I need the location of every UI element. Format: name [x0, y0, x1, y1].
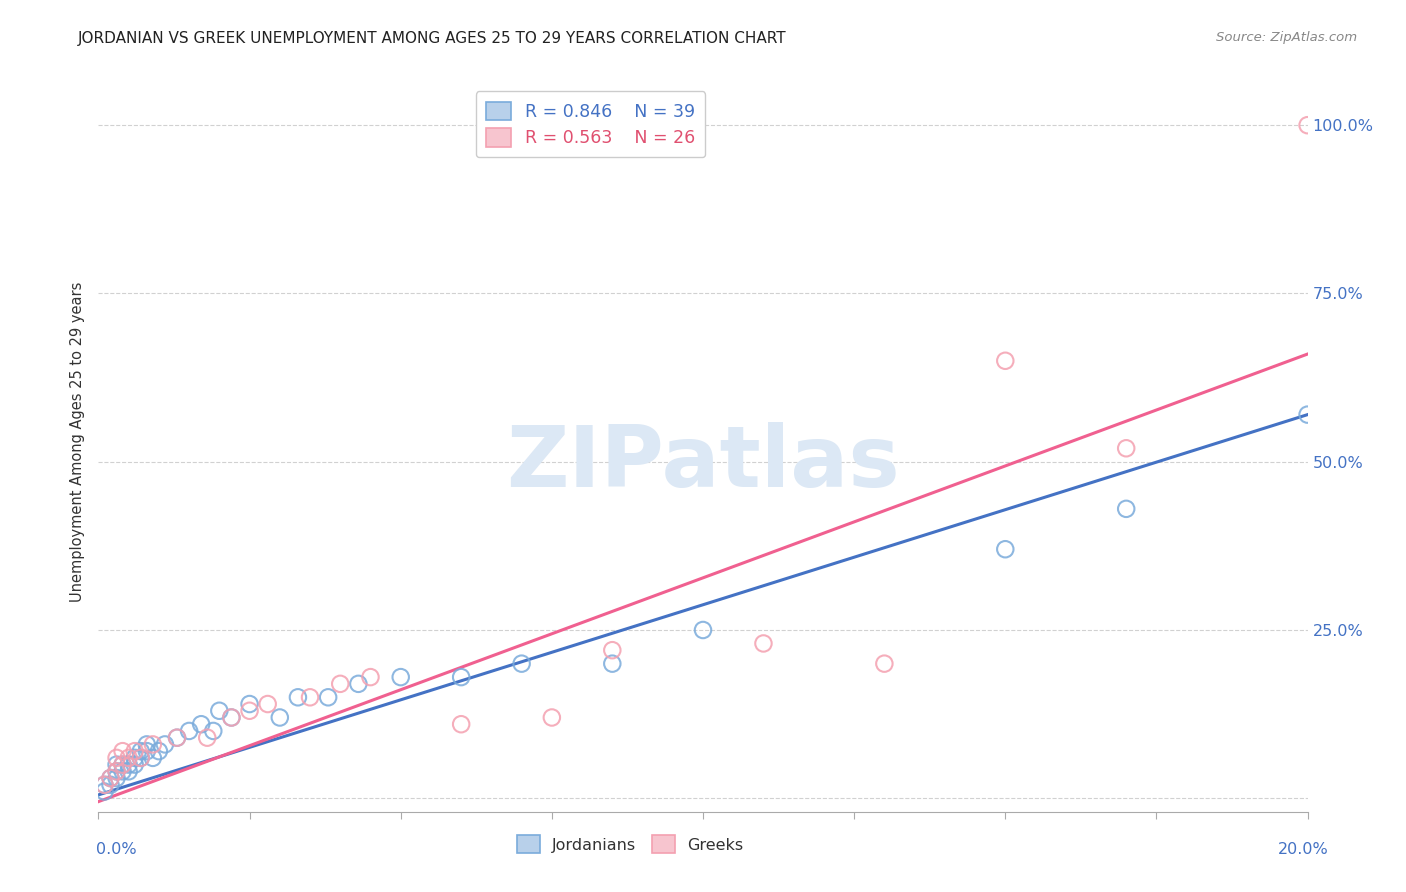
- Point: [135, 738, 157, 752]
- Point: [135, 744, 157, 758]
- Point: [93, 778, 115, 792]
- Point: [329, 677, 352, 691]
- Legend: Jordanians, Greeks: Jordanians, Greeks: [510, 829, 749, 859]
- Point: [239, 704, 262, 718]
- Point: [1115, 442, 1137, 456]
- Point: [105, 751, 128, 765]
- Point: [316, 690, 339, 705]
- Point: [221, 710, 243, 724]
- Point: [100, 771, 122, 785]
- Point: [129, 751, 152, 765]
- Point: [142, 738, 165, 752]
- Point: [111, 757, 134, 772]
- Point: [124, 751, 146, 765]
- Point: [124, 757, 146, 772]
- Point: [208, 704, 231, 718]
- Point: [389, 670, 412, 684]
- Point: [195, 731, 218, 745]
- Point: [93, 778, 115, 792]
- Point: [347, 677, 370, 691]
- Text: Source: ZipAtlas.com: Source: ZipAtlas.com: [1216, 31, 1357, 45]
- Point: [153, 738, 176, 752]
- Point: [142, 751, 165, 765]
- Point: [752, 636, 775, 650]
- Point: [118, 764, 141, 779]
- Point: [166, 731, 188, 745]
- Point: [166, 731, 188, 745]
- Point: [256, 697, 278, 711]
- Point: [994, 353, 1017, 368]
- Text: ZIPatlas: ZIPatlas: [506, 422, 900, 505]
- Point: [287, 690, 309, 705]
- Point: [692, 623, 714, 637]
- Point: [105, 757, 128, 772]
- Point: [118, 751, 141, 765]
- Point: [602, 657, 624, 671]
- Point: [299, 690, 322, 705]
- Text: JORDANIAN VS GREEK UNEMPLOYMENT AMONG AGES 25 TO 29 YEARS CORRELATION CHART: JORDANIAN VS GREEK UNEMPLOYMENT AMONG AG…: [77, 31, 786, 46]
- Point: [105, 771, 128, 785]
- Point: [100, 778, 122, 792]
- Point: [221, 710, 243, 724]
- Point: [1115, 501, 1137, 516]
- Point: [105, 764, 128, 779]
- Text: 0.0%: 0.0%: [96, 842, 136, 856]
- Point: [450, 717, 472, 731]
- Point: [1296, 408, 1319, 422]
- Point: [105, 764, 128, 779]
- Y-axis label: Unemployment Among Ages 25 to 29 years: Unemployment Among Ages 25 to 29 years: [69, 281, 84, 602]
- Point: [190, 717, 212, 731]
- Point: [129, 744, 152, 758]
- Point: [873, 657, 896, 671]
- Point: [510, 657, 533, 671]
- Point: [360, 670, 382, 684]
- Point: [100, 771, 122, 785]
- Point: [602, 643, 624, 657]
- Point: [1296, 118, 1319, 132]
- Point: [93, 784, 115, 798]
- Point: [129, 751, 152, 765]
- Point: [994, 542, 1017, 557]
- Point: [239, 697, 262, 711]
- Point: [179, 723, 201, 738]
- Point: [124, 744, 146, 758]
- Text: 20.0%: 20.0%: [1278, 842, 1329, 856]
- Point: [202, 723, 225, 738]
- Point: [148, 744, 170, 758]
- Point: [111, 744, 134, 758]
- Point: [269, 710, 291, 724]
- Point: [450, 670, 472, 684]
- Point: [111, 764, 134, 779]
- Point: [111, 757, 134, 772]
- Point: [118, 757, 141, 772]
- Point: [540, 710, 562, 724]
